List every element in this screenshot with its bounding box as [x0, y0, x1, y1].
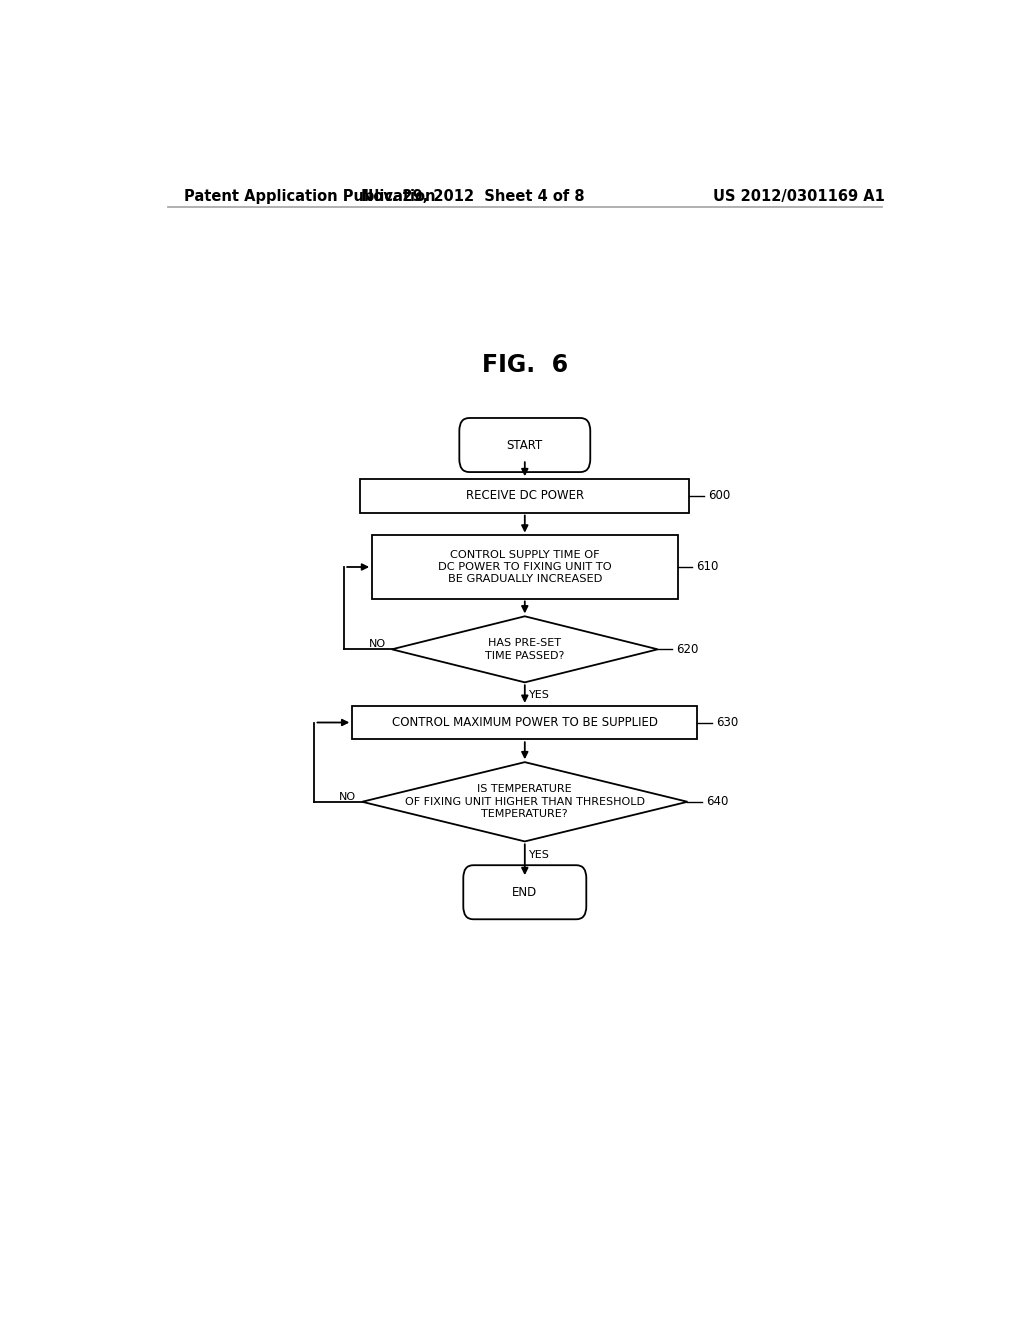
- Polygon shape: [392, 616, 657, 682]
- FancyBboxPatch shape: [460, 418, 590, 473]
- Text: CONTROL SUPPLY TIME OF
DC POWER TO FIXING UNIT TO
BE GRADUALLY INCREASED: CONTROL SUPPLY TIME OF DC POWER TO FIXIN…: [438, 550, 611, 583]
- Text: FIG.  6: FIG. 6: [481, 352, 568, 376]
- Bar: [372, 536, 678, 598]
- Text: Patent Application Publication: Patent Application Publication: [183, 189, 435, 203]
- Text: RECEIVE DC POWER: RECEIVE DC POWER: [466, 490, 584, 503]
- Text: Nov. 29, 2012  Sheet 4 of 8: Nov. 29, 2012 Sheet 4 of 8: [361, 189, 585, 203]
- Text: 630: 630: [716, 715, 738, 729]
- Polygon shape: [362, 762, 687, 841]
- Text: NO: NO: [369, 639, 385, 649]
- FancyBboxPatch shape: [463, 865, 587, 919]
- Text: 640: 640: [706, 795, 728, 808]
- Text: 620: 620: [676, 643, 698, 656]
- Text: NO: NO: [339, 792, 355, 801]
- Text: 600: 600: [708, 490, 730, 503]
- Text: YES: YES: [528, 850, 550, 859]
- Text: IS TEMPERATURE
OF FIXING UNIT HIGHER THAN THRESHOLD
TEMPERATURE?: IS TEMPERATURE OF FIXING UNIT HIGHER THA…: [404, 784, 645, 820]
- Text: START: START: [507, 438, 543, 451]
- Text: YES: YES: [528, 690, 550, 701]
- Text: 610: 610: [696, 561, 718, 573]
- Text: HAS PRE-SET
TIME PASSED?: HAS PRE-SET TIME PASSED?: [485, 638, 564, 660]
- Text: US 2012/0301169 A1: US 2012/0301169 A1: [713, 189, 885, 203]
- Text: END: END: [512, 886, 538, 899]
- Bar: [360, 479, 689, 512]
- Text: CONTROL MAXIMUM POWER TO BE SUPPLIED: CONTROL MAXIMUM POWER TO BE SUPPLIED: [392, 715, 657, 729]
- Bar: [352, 706, 697, 739]
